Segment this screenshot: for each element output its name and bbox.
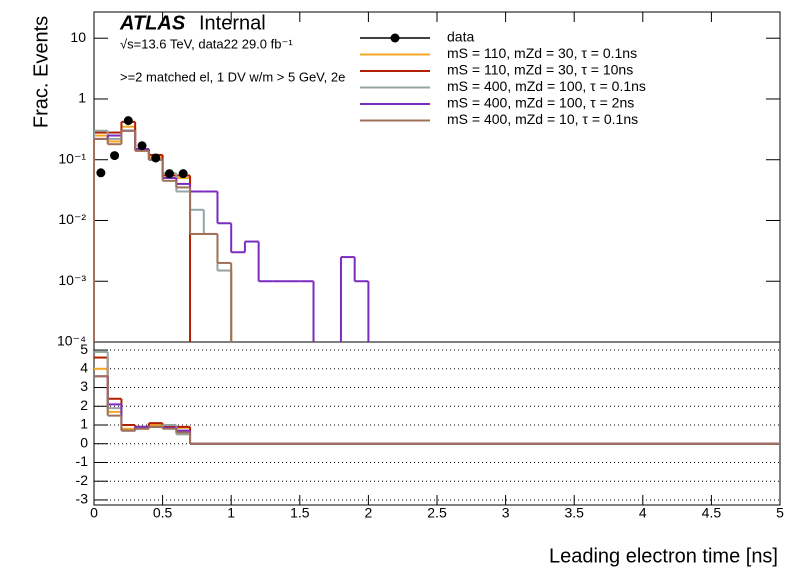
- atlas-label: ATLAS: [119, 12, 186, 34]
- legend-label: data: [447, 29, 474, 45]
- data-point: [96, 168, 106, 178]
- data-point: [151, 153, 161, 163]
- y-tick-label: 10⁻¹: [58, 150, 86, 166]
- x-tick-label: 1.5: [290, 505, 310, 521]
- y-tick-label: 10⁻⁴: [57, 333, 86, 349]
- y-axis-label: Frac. Events: [30, 16, 52, 128]
- y-tick-label: -1: [76, 453, 89, 469]
- x-tick-label: 4.5: [702, 505, 722, 521]
- data-point: [123, 116, 133, 126]
- legend-label: mS = 400, mZd = 100, τ = 0.1ns: [447, 78, 646, 94]
- y-tick-label: -2: [76, 472, 89, 488]
- y-tick-label: 10: [70, 29, 86, 45]
- atlas-status: Internal: [199, 12, 266, 34]
- y-tick-label: 10⁻²: [58, 211, 86, 227]
- y-tick-label: 10⁻³: [58, 272, 86, 288]
- y-tick-label: 1: [80, 416, 88, 432]
- x-axis-label: Leading electron time [ns]: [549, 545, 778, 567]
- x-tick-label: 5: [776, 505, 784, 521]
- data-point: [110, 151, 120, 161]
- selection: >=2 matched el, 1 DV w/m > 5 GeV, 2e: [120, 69, 345, 84]
- data-point: [137, 141, 147, 151]
- x-tick-label: 4: [639, 505, 647, 521]
- x-tick-label: 3: [502, 505, 510, 521]
- x-tick-label: 3.5: [564, 505, 584, 521]
- y-tick-label: 4: [80, 359, 88, 375]
- legend-swatch: [390, 33, 400, 43]
- y-tick-label: 0: [80, 434, 88, 450]
- y-tick-label: 5: [80, 341, 88, 357]
- y-tick-label: -3: [76, 491, 89, 507]
- x-tick-label: 2.5: [427, 505, 447, 521]
- x-tick-label: 2: [365, 505, 373, 521]
- legend-label: mS = 400, mZd = 10, τ = 0.1ns: [447, 111, 638, 127]
- y-tick-label: 1: [78, 90, 86, 106]
- data-point: [178, 169, 188, 179]
- y-tick-label: 2: [80, 397, 88, 413]
- subtitle: √s=13.6 TeV, data22 29.0 fb⁻¹: [120, 36, 293, 51]
- legend-label: mS = 110, mZd = 30, τ = 10ns: [447, 62, 633, 78]
- legend-label: mS = 110, mZd = 30, τ = 0.1ns: [447, 45, 637, 61]
- plot-area: [94, 116, 370, 342]
- x-tick-label: 1: [227, 505, 235, 521]
- x-tick-label: 0: [90, 505, 98, 521]
- x-tick-label: 0.5: [153, 505, 173, 521]
- y-tick-label: 3: [80, 378, 88, 394]
- legend-label: mS = 400, mZd = 100, τ = 2ns: [447, 95, 634, 111]
- data-point: [164, 169, 174, 179]
